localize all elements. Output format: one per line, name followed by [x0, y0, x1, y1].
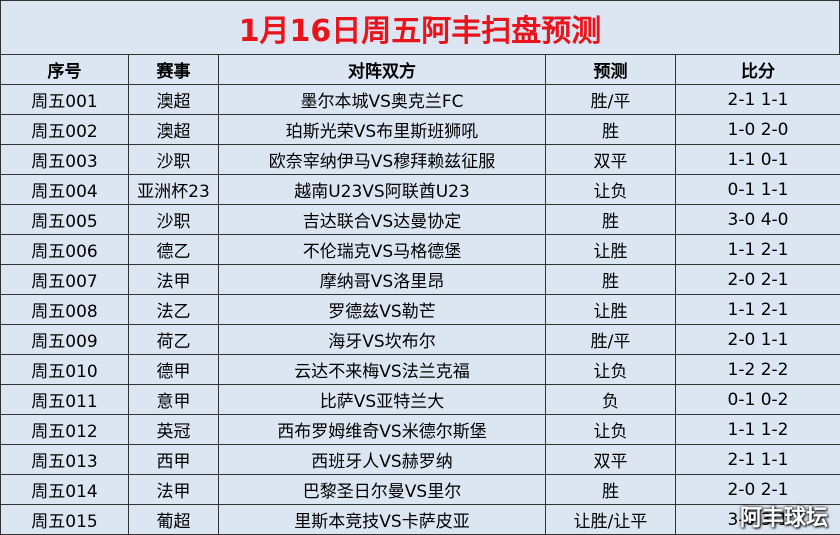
- column-header: 序号: [1, 55, 129, 85]
- table-cell: 比萨VS亚特兰大: [219, 385, 546, 415]
- table-cell: 云达不来梅VS法兰克福: [219, 355, 546, 385]
- table-cell: 周五011: [1, 385, 129, 415]
- table-cell: 2-0 1-1: [676, 325, 840, 355]
- table-cell: 巴黎圣日尔曼VS里尔: [219, 475, 546, 505]
- column-header: 赛事: [129, 55, 219, 85]
- table-cell: 1-1 2-1: [676, 295, 840, 325]
- table-cell: 让胜: [546, 295, 676, 325]
- table-cell: 2-0 2-1: [676, 265, 840, 295]
- table-cell: 英冠: [129, 415, 219, 445]
- table-cell: 墨尔本城VS奥克兰FC: [219, 85, 546, 115]
- table-cell: 里斯本竞技VS卡萨皮亚: [219, 505, 546, 535]
- table-cell: 沙职: [129, 145, 219, 175]
- table-cell: 周五007: [1, 265, 129, 295]
- table-cell: 3-0 4-0: [676, 205, 840, 235]
- table-cell: 珀斯光荣VS布里斯班狮吼: [219, 115, 546, 145]
- table-cell: 荷乙: [129, 325, 219, 355]
- table-cell: 西布罗姆维奇VS米德尔斯堡: [219, 415, 546, 445]
- table-cell: 意甲: [129, 385, 219, 415]
- table-cell: 胜: [546, 205, 676, 235]
- table-cell: 2-1 1-1: [676, 445, 840, 475]
- table-cell: 不伦瑞克VS马格德堡: [219, 235, 546, 265]
- table-cell: 周五008: [1, 295, 129, 325]
- table-cell: 葡超: [129, 505, 219, 535]
- table-cell: 1-1 1-2: [676, 415, 840, 445]
- table-cell: 周五001: [1, 85, 129, 115]
- table-cell: 1-2 2-2: [676, 355, 840, 385]
- table-cell: 吉达联合VS达曼协定: [219, 205, 546, 235]
- table-cell: 周五013: [1, 445, 129, 475]
- watermark: 阿丰球坛: [740, 500, 828, 532]
- table-cell: 澳超: [129, 115, 219, 145]
- table-cell: 双平: [546, 445, 676, 475]
- table-cell: 让负: [546, 355, 676, 385]
- table-cell: 德乙: [129, 235, 219, 265]
- table-cell: 越南U23VS阿联酋U23: [219, 175, 546, 205]
- table-cell: 法乙: [129, 295, 219, 325]
- table-cell: 澳超: [129, 85, 219, 115]
- table-cell: 胜/平: [546, 85, 676, 115]
- table-cell: 让胜: [546, 235, 676, 265]
- table-cell: 法甲: [129, 265, 219, 295]
- table-cell: 0-1 0-2: [676, 385, 840, 415]
- table-cell: 胜/平: [546, 325, 676, 355]
- table-cell: 罗德兹VS勒芒: [219, 295, 546, 325]
- table-cell: 双平: [546, 145, 676, 175]
- table-cell: 德甲: [129, 355, 219, 385]
- table-cell: 欧奈宰纳伊马VS穆拜赖兹征服: [219, 145, 546, 175]
- table-cell: 胜: [546, 475, 676, 505]
- table-cell: 2-1 1-1: [676, 85, 840, 115]
- title: 1月16日周五阿丰扫盘预测: [0, 0, 840, 54]
- table-cell: 周五003: [1, 145, 129, 175]
- table-cell: 0-1 1-1: [676, 175, 840, 205]
- table-cell: 亚洲杯23: [129, 175, 219, 205]
- table-cell: 周五006: [1, 235, 129, 265]
- table-cell: 周五010: [1, 355, 129, 385]
- table-cell: 1-1 0-1: [676, 145, 840, 175]
- table-cell: 负: [546, 385, 676, 415]
- table-cell: 周五015: [1, 505, 129, 535]
- table-cell: 法甲: [129, 475, 219, 505]
- table-cell: 胜: [546, 115, 676, 145]
- table-cell: 西甲: [129, 445, 219, 475]
- table-cell: 沙职: [129, 205, 219, 235]
- table-cell: 让负: [546, 175, 676, 205]
- header-row: 序号赛事对阵双方预测比分: [1, 55, 840, 85]
- table-cell: 西班牙人VS赫罗纳: [219, 445, 546, 475]
- column-header: 对阵双方: [219, 55, 546, 85]
- table-cell: 周五002: [1, 115, 129, 145]
- table-cell: 摩纳哥VS洛里昂: [219, 265, 546, 295]
- table-cell: 周五012: [1, 415, 129, 445]
- column-header: 预测: [546, 55, 676, 85]
- table-cell: 1-1 2-1: [676, 235, 840, 265]
- table-cell: 周五005: [1, 205, 129, 235]
- table-cell: 周五014: [1, 475, 129, 505]
- table-cell: 让胜/让平: [546, 505, 676, 535]
- table-cell: 胜: [546, 265, 676, 295]
- table-cell: 让负: [546, 415, 676, 445]
- column-header: 比分: [676, 55, 840, 85]
- table-cell: 1-0 2-0: [676, 115, 840, 145]
- table-cell: 海牙VS坎布尔: [219, 325, 546, 355]
- table-cell: 周五009: [1, 325, 129, 355]
- table-cell: 周五004: [1, 175, 129, 205]
